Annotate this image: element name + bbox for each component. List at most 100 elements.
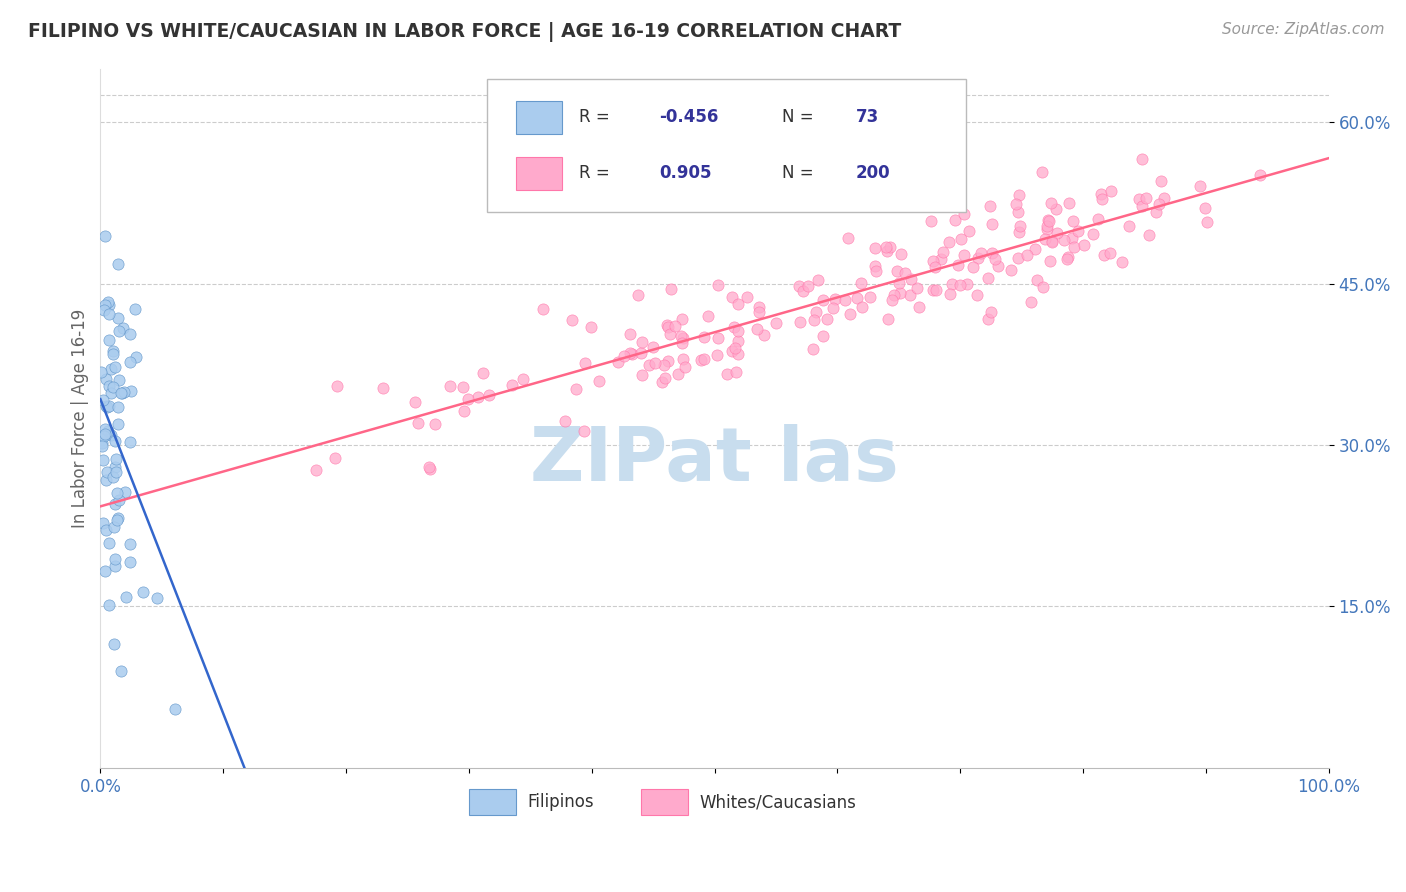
Point (1031, 165, 1053, 179)
Point (1010, 219, 1032, 233)
Point (96, 524, 118, 538)
Point (1040, 234, 1063, 248)
Point (970, 245, 993, 260)
Point (671, 311, 693, 326)
Point (659, 282, 682, 296)
Point (980, 245, 1002, 260)
Point (94, 399, 117, 413)
Point (619, 326, 641, 341)
Point (1250, 168, 1272, 182)
Point (882, 293, 904, 307)
Point (1025, 273, 1047, 287)
Point (96, 295, 118, 310)
Point (110, 664, 132, 678)
Point (1194, 201, 1216, 215)
Point (91, 516, 114, 530)
Point (606, 354, 628, 368)
Point (96, 400, 118, 414)
Point (1059, 195, 1081, 210)
Point (1118, 219, 1140, 233)
Point (957, 225, 980, 239)
Point (886, 264, 908, 278)
Point (748, 304, 770, 318)
Point (801, 343, 824, 357)
Point (112, 385, 135, 400)
Point (1066, 223, 1088, 237)
Point (104, 452, 127, 467)
Point (735, 290, 758, 304)
Point (451, 379, 474, 393)
Bar (468, 789, 516, 815)
Point (883, 287, 905, 301)
Point (1032, 279, 1054, 293)
Point (673, 360, 696, 375)
Point (125, 350, 148, 364)
Point (976, 270, 998, 285)
Point (953, 207, 976, 221)
Point (1087, 211, 1109, 226)
Text: ZIPat las: ZIPat las (530, 424, 898, 497)
Point (107, 400, 129, 414)
Point (107, 513, 129, 527)
Point (98, 399, 121, 413)
Point (706, 348, 728, 362)
Point (671, 335, 693, 350)
Point (325, 450, 347, 465)
Point (613, 349, 636, 363)
Point (939, 287, 962, 301)
Point (949, 232, 972, 246)
Point (118, 435, 141, 450)
Point (929, 252, 952, 266)
Text: Source: ZipAtlas.com: Source: ZipAtlas.com (1222, 22, 1385, 37)
Text: Whites/Caucasians: Whites/Caucasians (700, 793, 856, 811)
Point (875, 240, 897, 254)
Bar (641, 789, 688, 815)
Point (1099, 185, 1122, 199)
Text: N =: N = (782, 109, 814, 127)
Point (453, 404, 475, 418)
Point (879, 239, 901, 253)
Point (118, 536, 141, 550)
Point (94, 229, 117, 244)
Point (1024, 242, 1046, 256)
Point (1036, 219, 1059, 233)
Point (439, 379, 461, 393)
Y-axis label: In Labor Force | Age 16-19: In Labor Force | Age 16-19 (72, 309, 89, 528)
Point (90, 365, 112, 379)
Point (131, 585, 153, 599)
Point (803, 313, 825, 327)
Text: -0.456: -0.456 (659, 109, 718, 127)
Point (1188, 179, 1211, 194)
Point (97, 307, 120, 321)
Point (1038, 213, 1060, 227)
Point (1062, 214, 1084, 228)
Point (962, 260, 984, 275)
Point (105, 486, 128, 500)
Point (101, 344, 124, 359)
Point (104, 497, 127, 511)
Point (1150, 174, 1173, 188)
Point (104, 360, 127, 375)
Point (93, 429, 115, 443)
Point (572, 424, 595, 438)
Point (792, 284, 814, 298)
Point (966, 287, 988, 301)
Point (765, 316, 787, 330)
Point (838, 307, 860, 321)
Point (1094, 248, 1116, 262)
Point (846, 291, 869, 305)
Point (512, 372, 534, 386)
Point (619, 345, 641, 359)
Point (114, 485, 136, 500)
Point (588, 374, 610, 388)
Point (834, 293, 856, 308)
Point (949, 277, 972, 292)
Point (925, 283, 948, 297)
Point (1045, 202, 1067, 216)
Point (1135, 191, 1157, 205)
Point (849, 276, 872, 290)
Point (91, 436, 114, 450)
Point (671, 328, 693, 343)
Point (1035, 232, 1057, 246)
Point (408, 416, 430, 430)
